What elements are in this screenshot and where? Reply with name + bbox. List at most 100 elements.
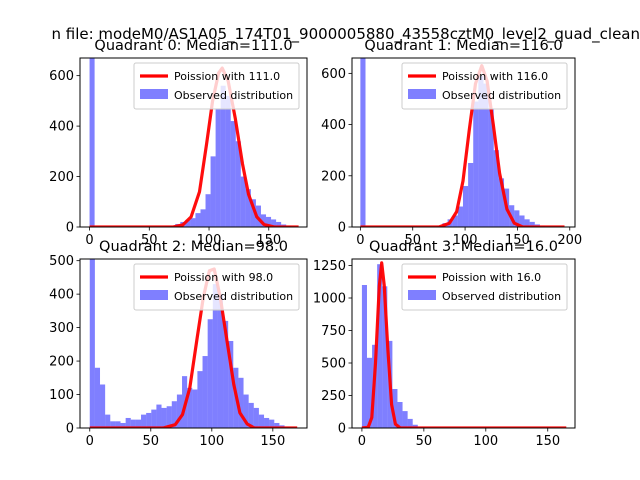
legend: Poission with 16.0 Observed distribution <box>401 263 568 311</box>
legend-label-poisson: Poission with 16.0 <box>442 271 541 284</box>
y-tick-label: 200 <box>49 355 74 370</box>
legend-label-observed: Observed distribution <box>174 290 293 303</box>
histogram-bar <box>212 284 218 428</box>
histogram-bar <box>274 422 280 428</box>
legend-label-observed: Observed distribution <box>442 89 561 102</box>
histogram-bar <box>125 417 131 428</box>
x-tick-label: 200 <box>557 233 582 248</box>
histogram-bar <box>361 285 367 428</box>
axes-frame <box>351 258 576 429</box>
histogram-bar <box>382 286 388 428</box>
y-tick-label: 0 <box>338 221 346 236</box>
histogram-bar <box>100 384 106 428</box>
histogram-bar <box>377 264 383 428</box>
histogram-bar <box>202 356 208 428</box>
y-tick-label: 1250 <box>313 259 346 274</box>
histogram-bar <box>473 101 479 227</box>
histogram-bar <box>105 414 111 428</box>
y-tick-label: 500 <box>321 357 346 372</box>
y-tick-label: 100 <box>49 388 74 403</box>
subplot-3: 0 50 100 150 0 250 500 750 1000 1250 Quadrant 3: M… <box>313 239 576 449</box>
x-tick-label: 0 <box>85 233 93 248</box>
figure-suptitle: n file: modeM0/AS1A05_174T01_9000005880_… <box>0 22 640 46</box>
histogram-bar <box>141 414 147 428</box>
y-tick-label: 600 <box>49 69 74 84</box>
y-tick-label: 0 <box>338 422 346 437</box>
x-tick-label: 0 <box>86 434 94 449</box>
subplot-2: 0 50 100 150 0 100 200 300 400 500 Quadrant 2: Med… <box>49 239 308 449</box>
y-tick-label: 400 <box>321 118 346 133</box>
y-tick-label: 200 <box>49 170 74 185</box>
y-tick-label: 400 <box>49 288 74 303</box>
histogram-bar <box>185 219 191 227</box>
histogram-bar <box>89 259 95 428</box>
histogram-bar <box>228 340 234 428</box>
histogram-bar <box>151 409 157 428</box>
x-tick-label: 50 <box>141 233 158 248</box>
y-tick-label: 0 <box>66 221 74 236</box>
histogram-bar <box>493 150 499 227</box>
histogram-bar <box>276 221 282 227</box>
histogram-bar <box>215 108 221 227</box>
histogram-bar <box>392 389 398 428</box>
histogram-bar <box>245 189 251 227</box>
histogram-bar <box>253 407 259 428</box>
histogram-bar <box>264 417 270 428</box>
figure-suptitle-text: n file: modeM0/AS1A05_174T01_9000005880_… <box>51 25 640 43</box>
subplot-title: Quadrant 0: Median=111.0 <box>94 38 292 54</box>
histogram-bar <box>135 419 142 428</box>
x-tick-label: 50 <box>404 233 421 248</box>
subplot-title: Quadrant 3: Median=16.0 <box>369 239 558 255</box>
y-tick-label: 750 <box>321 324 346 339</box>
histogram-bar <box>238 377 244 428</box>
legend: Poission with 116.0 Observed distribution <box>401 62 568 110</box>
histogram-bar <box>223 320 229 428</box>
x-tick-label: 150 <box>535 434 560 449</box>
histogram-bar <box>366 357 373 428</box>
histogram-bar <box>176 394 183 428</box>
plot-area <box>361 261 567 428</box>
x-tick-label: 100 <box>197 233 222 248</box>
histogram-bar <box>452 215 458 227</box>
legend-bar-swatch <box>140 290 168 300</box>
histogram-bar <box>483 83 489 227</box>
histogram-bar <box>407 418 413 428</box>
histogram-bar <box>205 194 211 227</box>
histogram-bar <box>529 221 535 227</box>
axes-frame <box>79 57 308 228</box>
y-tick-label: 1000 <box>313 292 346 307</box>
x-tick-label: 50 <box>143 434 160 449</box>
x-tick-label: 0 <box>356 233 364 248</box>
histogram-bar <box>192 389 198 428</box>
legend-box <box>401 263 568 311</box>
histogram-bar <box>524 219 530 227</box>
plot-area <box>89 259 298 428</box>
x-tick-label: 150 <box>505 233 530 248</box>
histogram-bar <box>271 219 277 227</box>
histogram-bar <box>94 367 101 428</box>
histogram-bar <box>402 411 408 428</box>
histogram-bar <box>519 215 525 227</box>
legend: Poission with 111.0 Observed distribution <box>133 62 300 110</box>
legend-bar-swatch <box>140 89 168 99</box>
histogram-bar <box>269 419 275 428</box>
x-tick-label: 50 <box>416 434 433 449</box>
legend-label-poisson: Poission with 98.0 <box>174 271 273 284</box>
x-tick-label: 100 <box>199 434 224 449</box>
plot-area <box>89 58 302 227</box>
histogram-bar <box>115 421 121 428</box>
x-tick-label: 150 <box>256 233 281 248</box>
subplot-title: Quadrant 1: Median=116.0 <box>364 38 562 54</box>
histogram-bar <box>258 414 265 428</box>
x-tick-label: 0 <box>358 434 366 449</box>
legend-bar-swatch <box>408 290 436 300</box>
legend-box <box>401 62 568 110</box>
histogram-bar <box>195 213 201 227</box>
y-tick-label: 600 <box>321 67 346 82</box>
poisson-line <box>361 261 567 428</box>
histogram-bar <box>243 394 249 428</box>
x-tick-label: 150 <box>260 434 285 449</box>
y-tick-label: 500 <box>49 254 74 269</box>
histogram-bar <box>235 141 241 227</box>
